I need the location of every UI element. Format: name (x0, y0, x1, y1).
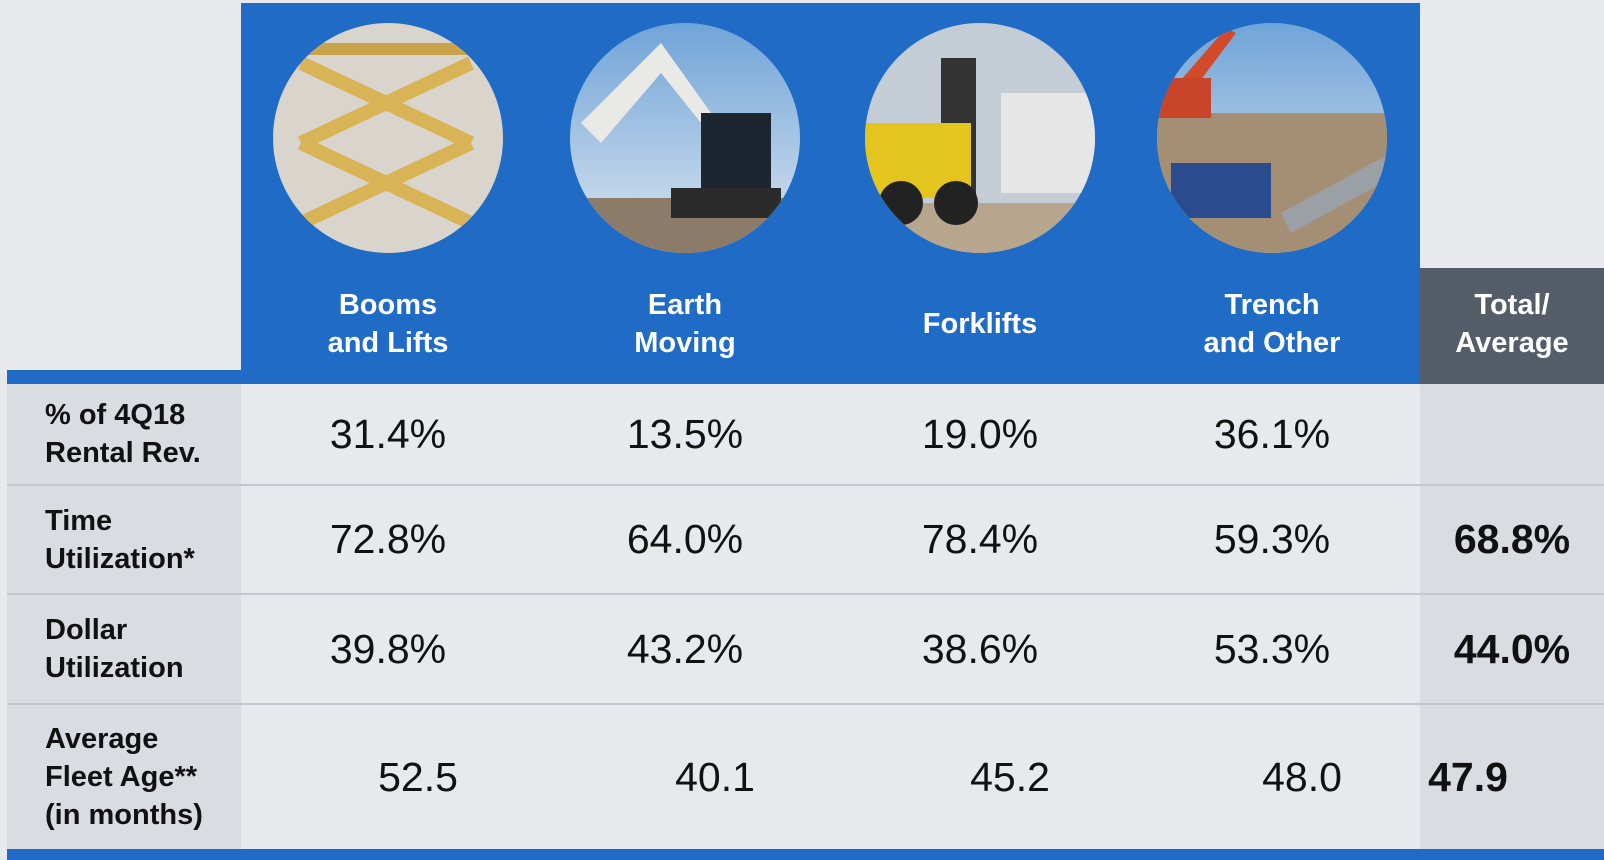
total-header-bg (1420, 268, 1604, 384)
row-label: % of 4Q18 Rental Rev. (7, 384, 241, 484)
corner (0, 0, 241, 370)
cell-value: 40.1 (675, 753, 755, 800)
label-bg (7, 705, 241, 849)
cell-value: 19.0% (921, 410, 1039, 457)
photos (273, 23, 1387, 253)
cell-value: 13.5% (626, 410, 744, 457)
text-line: % of 4Q18 (45, 399, 186, 431)
cell-value: 31.4% (329, 410, 447, 457)
text-line: (in months) (45, 799, 203, 831)
cell-value: 43.2% (626, 625, 744, 672)
cell-value: 72.8% (329, 516, 447, 562)
row-divider (7, 703, 1604, 705)
text-line: Average (1455, 327, 1569, 359)
column-header: Earth Moving (545, 282, 825, 366)
cell-value: 78.4% (921, 516, 1039, 562)
column-header: Booms and Lifts (248, 282, 528, 366)
text-line: Earth (647, 289, 723, 321)
photo-earth (570, 23, 800, 253)
cell-value: 52.5 (378, 753, 458, 800)
text-line: Time (45, 504, 113, 537)
photo-forklifts (865, 23, 1095, 253)
row-divider (7, 484, 1604, 486)
cell-value: 38.6% (921, 625, 1039, 672)
cell-value: 36.1% (1213, 410, 1331, 457)
footer-bar (7, 849, 1604, 860)
row-divider (7, 593, 1604, 595)
cell-value: 53.3% (1213, 625, 1331, 672)
column-header: Trench and Other (1132, 282, 1412, 366)
column-header: Forklifts (840, 282, 1120, 366)
total-bg (1420, 486, 1604, 593)
row-label: Time Utilization* (7, 486, 241, 593)
row-label: Dollar Utilization (7, 595, 241, 703)
text-line: Utilization (45, 652, 184, 684)
cell-value: 64.0% (626, 516, 744, 562)
row-label: Average Fleet Age** (in months) (7, 705, 241, 849)
text-line: Total/ (1474, 289, 1550, 321)
text-line: Moving (634, 327, 736, 359)
text-line: Booms (338, 289, 438, 321)
total-bg (1420, 384, 1604, 484)
text-line: Dollar (45, 614, 128, 646)
label-bg (7, 384, 241, 484)
photo-trench (1157, 23, 1387, 253)
total-value: 68.8% (1453, 516, 1571, 562)
header-bar (7, 370, 241, 384)
cell-value: 48.0 (1262, 753, 1342, 800)
text-line: Average (45, 723, 159, 755)
label-bg (7, 486, 241, 593)
text-line: Utilization* (45, 542, 195, 575)
text-line: Rental Rev. (45, 437, 201, 469)
cell-value: 39.8% (329, 625, 447, 672)
text-line: Fleet Age** (45, 761, 198, 793)
total-value: 44.0% (1453, 625, 1571, 672)
cell-value: 59.3% (1213, 516, 1331, 562)
total-bg (1420, 705, 1604, 849)
cell-value: 45.2 (970, 753, 1050, 800)
text-line: and Other (1203, 327, 1341, 359)
photo-booms (273, 23, 503, 253)
text-line: Trench (1224, 289, 1320, 321)
text-line: Forklifts (922, 308, 1038, 340)
total-value: 47.9 (1428, 753, 1508, 800)
total-bg (1420, 595, 1604, 703)
label-bg (7, 595, 241, 703)
text-line: and Lifts (327, 327, 449, 359)
total-header: Total/Average (1420, 282, 1604, 366)
